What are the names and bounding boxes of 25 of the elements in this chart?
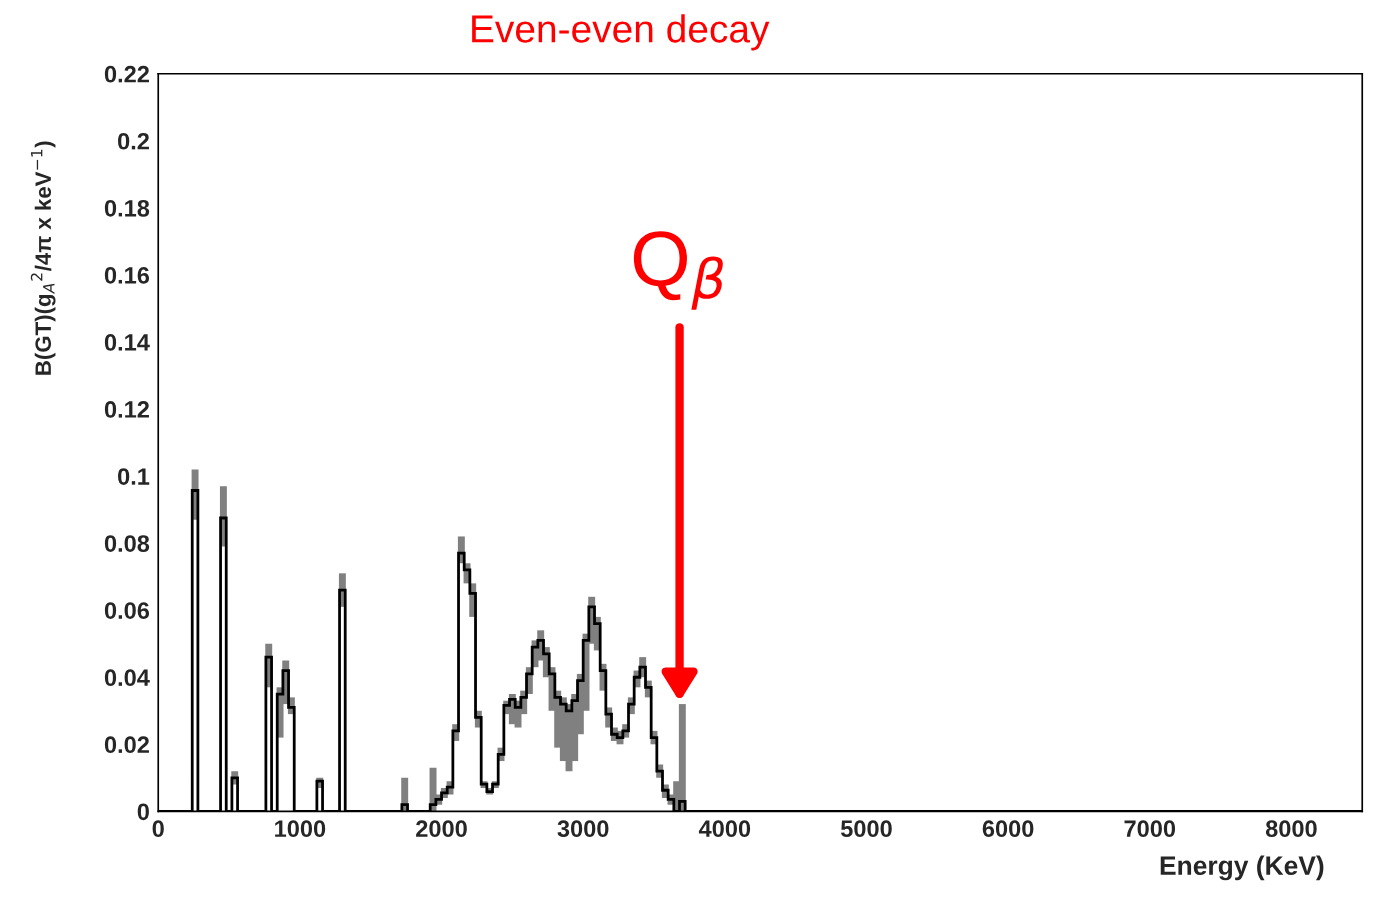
- y-tick-label: 0.08: [104, 535, 150, 552]
- annotation: Q$_{β}$: [633, 231, 723, 310]
- y-axis-title: B(GT)(g$_{A}$$^{2}$/4π x keV$^{−1}$): [30, 141, 56, 375]
- x-tick-label: 3000: [557, 820, 609, 838]
- y-tick-label: 0.02: [104, 736, 149, 754]
- y-tick-label: 0.16: [104, 266, 150, 284]
- y-tick-label: 0.2: [118, 132, 149, 150]
- x-axis-title: Energy (KeV): [1160, 855, 1324, 881]
- y-tick-label: 0.12: [104, 401, 149, 418]
- x-tick-label: 2000: [416, 820, 467, 838]
- x-tick-label: 0: [152, 820, 164, 838]
- x-tick-label: 7000: [1124, 820, 1176, 838]
- x-tick-label: 5000: [840, 820, 892, 838]
- chart-title: Even-even decay: [472, 14, 770, 51]
- y-tick-label: 0.14: [104, 334, 150, 351]
- x-tick-label: 8000: [1265, 820, 1317, 838]
- y-tick-label: 0.04: [104, 669, 150, 687]
- x-tick-label: 4000: [698, 820, 751, 838]
- y-tick-label: 0.1: [118, 468, 150, 485]
- y-tick-label: 0.06: [104, 602, 150, 619]
- y-tick-label: 0.18: [104, 199, 150, 217]
- x-tick-label: 6000: [982, 820, 1034, 838]
- y-tick-label: 0.22: [104, 65, 149, 83]
- y-tick-label: 0: [137, 803, 149, 821]
- x-tick-label: 1000: [275, 820, 326, 838]
